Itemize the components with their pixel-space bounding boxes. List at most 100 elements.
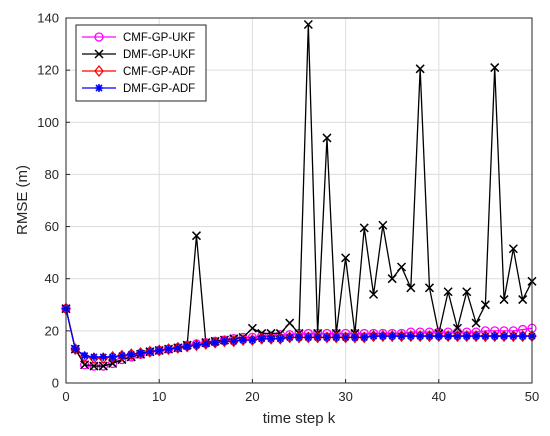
data-point xyxy=(387,274,397,284)
data-point xyxy=(396,262,407,272)
data-point xyxy=(191,231,202,241)
data-point xyxy=(424,283,435,293)
legend-item: DMF-GP-UKF xyxy=(82,49,195,61)
data-point xyxy=(183,342,192,351)
legend-item: CMF-GP-ADF xyxy=(82,64,195,78)
data-point xyxy=(98,361,108,371)
legend-marker xyxy=(94,32,104,42)
data-point xyxy=(480,300,490,310)
data-point xyxy=(229,337,238,346)
y-axis-label: RMSE (m) xyxy=(14,165,31,235)
legend-item: CMF-GP-UKF xyxy=(82,32,195,44)
x-tick-label: 10 xyxy=(152,389,166,404)
data-point xyxy=(444,332,453,341)
data-point xyxy=(71,345,80,354)
data-point xyxy=(285,318,295,328)
data-point xyxy=(443,287,453,297)
data-point xyxy=(332,333,341,342)
data-point xyxy=(360,333,369,342)
data-point xyxy=(127,350,136,359)
y-tick-label: 100 xyxy=(37,115,59,130)
data-point xyxy=(220,337,229,346)
data-point xyxy=(276,334,285,343)
data-point xyxy=(173,343,182,352)
data-point xyxy=(518,332,527,341)
x-tick-label: 0 xyxy=(62,389,69,404)
data-point xyxy=(406,332,415,341)
data-point xyxy=(117,351,126,360)
data-point xyxy=(481,332,490,341)
data-point xyxy=(378,220,388,230)
data-point xyxy=(89,352,98,361)
data-point xyxy=(341,253,351,263)
data-point xyxy=(369,289,379,299)
x-tick-label: 50 xyxy=(525,389,539,404)
grid xyxy=(66,18,532,383)
x-tick-label: 20 xyxy=(245,389,259,404)
data-point xyxy=(303,19,313,30)
data-point xyxy=(257,334,266,343)
data-point xyxy=(267,334,276,343)
legend-label: DMF-GP-ADF xyxy=(123,83,195,95)
data-point xyxy=(295,333,303,342)
x-tick-label: 30 xyxy=(338,389,352,404)
y-tick-label: 80 xyxy=(45,167,59,182)
data-point xyxy=(80,351,89,360)
series-dmf-gp-adf xyxy=(62,304,536,361)
data-point xyxy=(359,223,369,233)
data-point xyxy=(490,63,500,73)
data-point xyxy=(425,332,434,341)
data-point xyxy=(304,333,313,342)
plot-frame xyxy=(65,17,533,384)
legend-label: DMF-GP-UKF xyxy=(123,49,195,61)
tick-labels: 0 10 20 30 40 50 0 20 40 60 80 100 120 140 xyxy=(37,11,539,405)
data-point xyxy=(388,332,397,341)
data-point xyxy=(145,347,154,356)
y-tick-label: 120 xyxy=(37,63,59,78)
legend-marker xyxy=(94,64,104,78)
data-point xyxy=(471,318,481,328)
data-point xyxy=(350,333,359,342)
data-point xyxy=(462,332,471,341)
data-point xyxy=(136,349,145,358)
data-point xyxy=(322,133,332,143)
data-point xyxy=(99,352,108,361)
data-point xyxy=(248,335,257,344)
y-tick-label: 140 xyxy=(37,11,59,26)
x-axis-label: time step k xyxy=(263,410,336,427)
data-point xyxy=(472,332,481,341)
y-tick-label: 0 xyxy=(52,376,59,391)
data-point xyxy=(322,333,331,342)
data-point xyxy=(80,360,90,370)
data-point xyxy=(164,345,173,354)
data-point xyxy=(462,287,472,297)
data-point xyxy=(247,323,257,333)
data-point xyxy=(341,333,350,342)
data-point xyxy=(201,339,210,348)
data-point xyxy=(313,333,322,342)
y-tick-label: 40 xyxy=(45,271,59,286)
data-point xyxy=(490,332,499,341)
data-point xyxy=(192,341,201,350)
legend-marker xyxy=(94,49,104,59)
data-point xyxy=(108,352,117,361)
data-point xyxy=(508,244,518,254)
data-point xyxy=(452,323,462,333)
x-tick-label: 40 xyxy=(432,389,446,404)
data-point xyxy=(509,332,518,341)
data-point xyxy=(500,332,509,341)
data-point xyxy=(89,361,99,371)
data-point xyxy=(369,332,378,341)
legend-marker xyxy=(95,84,103,92)
legend-item: DMF-GP-ADF xyxy=(82,83,195,95)
data-point xyxy=(499,295,509,305)
legend-label: CMF-GP-ADF xyxy=(123,66,195,78)
data-point xyxy=(378,332,387,341)
legend-label: CMF-GP-UKF xyxy=(123,32,195,44)
data-point xyxy=(406,283,416,293)
data-point xyxy=(518,295,528,305)
series-layer xyxy=(61,19,537,371)
data-point xyxy=(285,333,294,342)
data-point xyxy=(416,332,425,341)
